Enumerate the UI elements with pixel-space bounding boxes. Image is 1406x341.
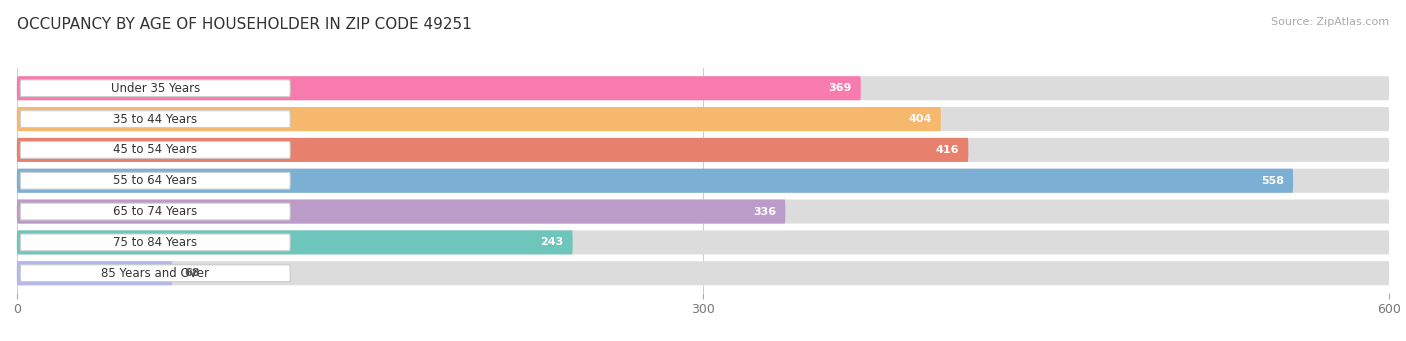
Text: 404: 404 xyxy=(908,114,932,124)
FancyBboxPatch shape xyxy=(17,107,941,131)
Text: Under 35 Years: Under 35 Years xyxy=(111,82,200,95)
FancyBboxPatch shape xyxy=(17,231,1389,254)
FancyBboxPatch shape xyxy=(17,199,1389,224)
FancyBboxPatch shape xyxy=(20,142,290,158)
FancyBboxPatch shape xyxy=(20,110,290,128)
Text: 68: 68 xyxy=(184,268,200,278)
FancyBboxPatch shape xyxy=(17,138,969,162)
FancyBboxPatch shape xyxy=(17,138,1389,162)
Text: 558: 558 xyxy=(1261,176,1284,186)
FancyBboxPatch shape xyxy=(17,199,786,224)
FancyBboxPatch shape xyxy=(17,169,1389,193)
FancyBboxPatch shape xyxy=(17,169,1294,193)
FancyBboxPatch shape xyxy=(20,265,290,282)
FancyBboxPatch shape xyxy=(20,80,290,97)
Text: 416: 416 xyxy=(935,145,959,155)
Text: 45 to 54 Years: 45 to 54 Years xyxy=(112,144,197,157)
FancyBboxPatch shape xyxy=(17,76,860,100)
FancyBboxPatch shape xyxy=(17,231,572,254)
FancyBboxPatch shape xyxy=(17,107,1389,131)
Text: 75 to 84 Years: 75 to 84 Years xyxy=(112,236,197,249)
FancyBboxPatch shape xyxy=(17,76,1389,100)
FancyBboxPatch shape xyxy=(20,172,290,189)
Text: 85 Years and Over: 85 Years and Over xyxy=(101,267,209,280)
FancyBboxPatch shape xyxy=(20,234,290,251)
Text: 55 to 64 Years: 55 to 64 Years xyxy=(112,174,197,187)
FancyBboxPatch shape xyxy=(20,203,290,220)
Text: 65 to 74 Years: 65 to 74 Years xyxy=(112,205,197,218)
Text: 336: 336 xyxy=(754,207,776,217)
Text: Source: ZipAtlas.com: Source: ZipAtlas.com xyxy=(1271,17,1389,27)
Text: 369: 369 xyxy=(828,83,852,93)
FancyBboxPatch shape xyxy=(17,261,1389,285)
Text: 35 to 44 Years: 35 to 44 Years xyxy=(112,113,197,125)
FancyBboxPatch shape xyxy=(17,261,173,285)
Text: 243: 243 xyxy=(540,237,564,247)
Text: OCCUPANCY BY AGE OF HOUSEHOLDER IN ZIP CODE 49251: OCCUPANCY BY AGE OF HOUSEHOLDER IN ZIP C… xyxy=(17,17,471,32)
